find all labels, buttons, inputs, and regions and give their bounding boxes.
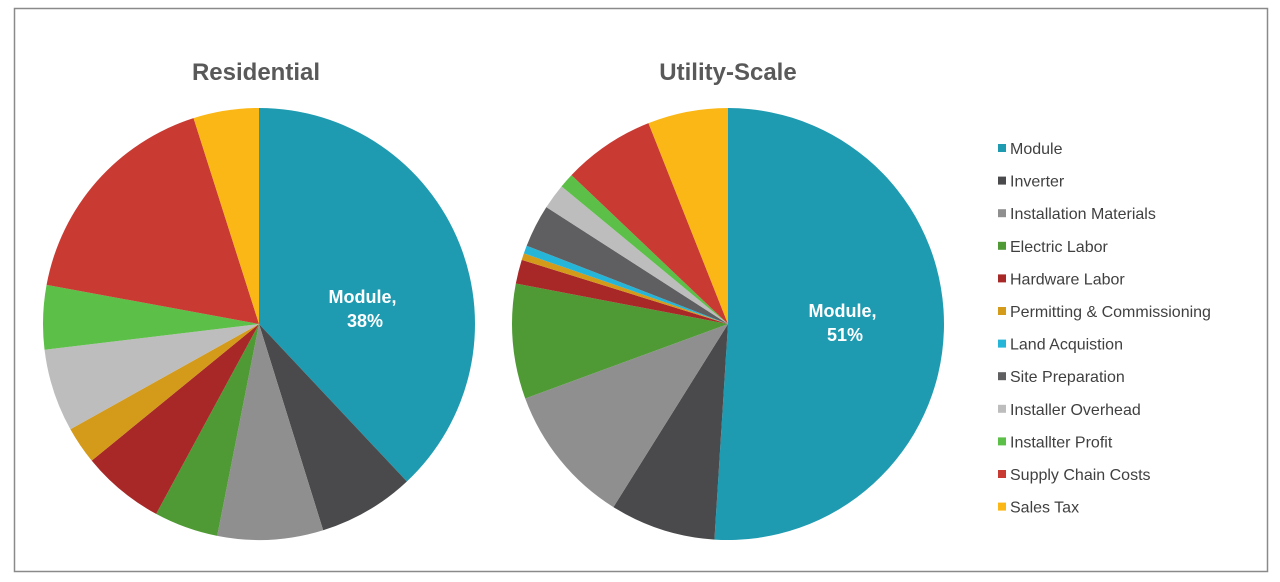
pie-slice-installation-materials [525, 324, 728, 508]
pie-residential [42, 108, 475, 540]
pie-slice-permitting-commissioning [70, 324, 260, 461]
pie-slice-supply-chain-costs [571, 123, 728, 325]
legend-swatch-installation-materials [998, 209, 1006, 218]
pie-slice-electric-labor [511, 283, 728, 399]
data-label-line: 38% [347, 311, 383, 331]
legend-swatch-module [998, 144, 1006, 152]
data-label-line: Module, [328, 287, 396, 307]
pie-slice-inverter [259, 324, 407, 531]
legend-label-electric-labor: Electric Labor [1010, 239, 1108, 256]
chart-title-utility-scale: Utility-Scale [659, 59, 796, 86]
pie-slice-installer-overhead [546, 186, 728, 324]
legend-label-site-preparation: Site Preparation [1010, 369, 1125, 386]
legend-label-hardware-labor: Hardware Labor [1010, 271, 1125, 288]
pie-slice-installation-materials [217, 324, 324, 540]
legend-swatch-land-acquistion [998, 339, 1006, 348]
legend-label-installter-profit: Installter Profit [1010, 434, 1113, 451]
pie-slice-installter-profit [42, 284, 259, 350]
legend-label-permitting-commissioning: Permitting & Commissioning [1010, 304, 1211, 321]
data-label-residential-module: Module, 38% [328, 287, 401, 331]
chart-title-residential: Residential [192, 59, 320, 86]
pie-slice-installter-profit [561, 175, 728, 324]
legend-swatch-installter-profit [998, 437, 1006, 446]
pie-slice-permitting-commissioning [521, 253, 728, 324]
legend-label-module: Module [1010, 141, 1063, 158]
pie-slice-sales-tax [193, 108, 259, 324]
legend: Module Inverter Installation Materials Elec… [998, 141, 1211, 517]
legend-swatch-inverter [998, 176, 1006, 185]
legend-label-installer-overhead: Installer Overhead [1010, 402, 1141, 419]
pie-slice-supply-chain-costs [46, 118, 259, 324]
data-label-line: 51% [827, 325, 863, 345]
pie-slice-hardware-labor [91, 324, 259, 514]
legend-swatch-hardware-labor [998, 274, 1006, 283]
pie-slice-installer-overhead [44, 324, 260, 430]
data-label-utility-module: Module, 51% [808, 301, 881, 345]
legend-swatch-installer-overhead [998, 404, 1006, 413]
pie-slice-module [714, 108, 944, 540]
legend-swatch-site-preparation [998, 372, 1006, 381]
pie-slice-module [259, 108, 475, 482]
pie-slice-electric-labor [156, 324, 259, 536]
legend-swatch-permitting-commissioning [998, 307, 1006, 315]
data-label-line: Module, [808, 301, 876, 321]
legend-label-installation-materials: Installation Materials [1010, 206, 1156, 223]
legend-label-land-acquistion: Land Acquistion [1010, 337, 1123, 354]
pie-slice-site-preparation [526, 207, 728, 324]
legend-label-sales-tax: Sales Tax [1010, 500, 1079, 517]
legend-label-inverter: Inverter [1010, 174, 1065, 191]
legend-label-supply-chain-costs: Supply Chain Costs [1010, 467, 1151, 484]
pie-slice-hardware-labor [515, 259, 728, 324]
pie-slice-sales-tax [648, 108, 728, 324]
pie-utility-scale [511, 108, 944, 540]
legend-swatch-sales-tax [998, 502, 1006, 511]
pie-slice-land-acquistion [523, 245, 728, 324]
legend-swatch-supply-chain-costs [998, 470, 1006, 478]
pie-slice-inverter [613, 324, 728, 540]
legend-swatch-electric-labor [998, 241, 1006, 250]
